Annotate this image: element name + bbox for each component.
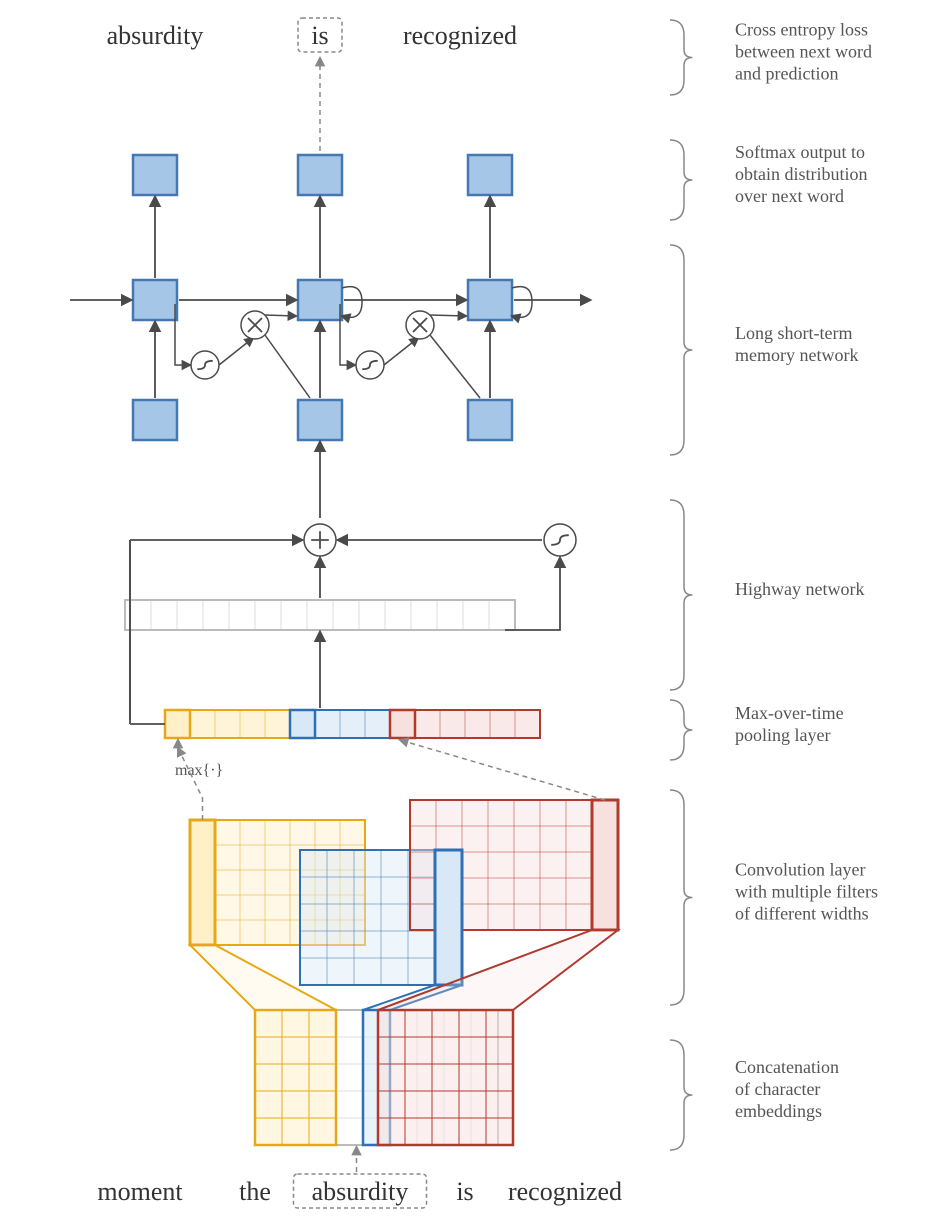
input-word-0: moment (97, 1177, 183, 1206)
layer-label-6: Concatenationof characterembeddings (735, 1057, 839, 1121)
layer-label-4: Max-over-timepooling layer (735, 703, 844, 745)
input-word-2: absurdity (312, 1177, 409, 1206)
architecture-diagram: absurdity is recognized max{·} moment the absu… (0, 0, 946, 1228)
layer-label-3: Highway network (735, 579, 864, 599)
input-word-1: the (239, 1177, 271, 1206)
layer-label-2: Long short-termmemory network (735, 323, 858, 365)
output-word-0: absurdity (107, 21, 204, 50)
output-word-1: is (311, 21, 328, 50)
output-word-2: recognized (403, 21, 517, 50)
input-word-4: recognized (508, 1177, 622, 1206)
input-word-3: is (456, 1177, 473, 1206)
layer-label-0: Cross entropy lossbetween next wordand p… (735, 20, 872, 84)
layer-label-1: Softmax output toobtain distributionover… (735, 142, 868, 206)
max-label: max{·} (175, 762, 223, 779)
layer-label-5: Convolution layerwith multiple filtersof… (735, 860, 878, 924)
